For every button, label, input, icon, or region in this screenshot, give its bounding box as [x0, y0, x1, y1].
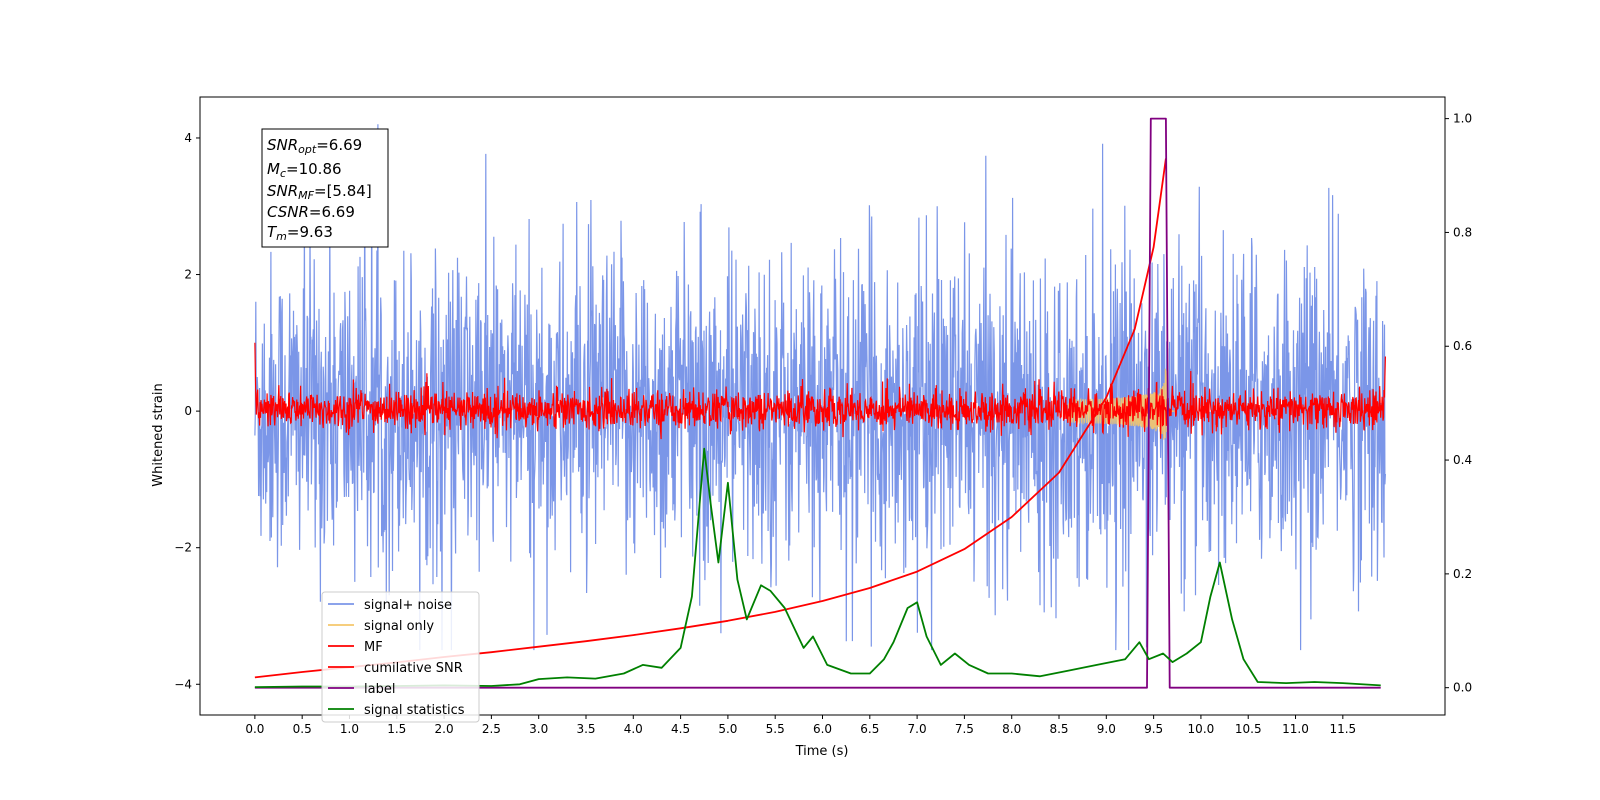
signal-statistics-line	[254, 447, 1381, 688]
x-tick-label: 6.5	[860, 722, 879, 736]
y2-tick-label: 0.6	[1453, 339, 1472, 353]
x-tick-label: 1.0	[340, 722, 359, 736]
mf-line	[254, 342, 1386, 440]
x-tick-label: 11.5	[1329, 722, 1356, 736]
legend-frame	[321, 591, 480, 723]
y-axis-right: 1.0 0.8 0.6 0.4 0.2 0.0	[1445, 112, 1472, 695]
label-line	[254, 117, 1381, 689]
annotation-mc: Mc=10.86	[267, 160, 342, 180]
x-tick-label: 7.0	[908, 722, 927, 736]
y2-tick-label: 0.2	[1453, 567, 1472, 581]
x-tick-label: 5.5	[766, 722, 785, 736]
signal-statistics-series	[254, 447, 1381, 688]
annotation-snr-opt: SNRopt=6.69	[267, 136, 362, 156]
x-tick-label: 11.0	[1282, 722, 1309, 736]
x-tick-label: 6.0	[813, 722, 832, 736]
annotation-snr-mf: SNRMF=[5.84]	[267, 182, 372, 202]
y2-tick-label: 0.8	[1453, 225, 1472, 239]
y-tick-label: −2	[174, 541, 192, 555]
x-tick-label: 0.0	[245, 722, 264, 736]
y-axis-label: Whitened strain	[151, 383, 166, 486]
signal-noise-line	[254, 124, 1386, 651]
x-tick-label: 8.5	[1049, 722, 1068, 736]
x-tick-label: 7.5	[955, 722, 974, 736]
legend-entry: cumilative SNR	[364, 661, 463, 676]
mf-series	[254, 342, 1386, 440]
y-tick-label: 0	[184, 404, 192, 418]
y2-tick-label: 1.0	[1453, 112, 1472, 126]
legend-entry: signal only	[364, 619, 434, 634]
x-tick-label: 9.5	[1144, 722, 1163, 736]
legend-entry: signal statistics	[364, 703, 465, 718]
x-tick-label: 1.5	[387, 722, 406, 736]
label-series	[254, 117, 1381, 689]
y-axis-left: 4 2 0 −2 −4	[174, 131, 200, 691]
y-tick-label: −4	[174, 677, 192, 691]
x-tick-label: 2.0	[435, 722, 454, 736]
x-tick-label: 8.0	[1002, 722, 1021, 736]
annotation-csnr: CSNR=6.69	[267, 203, 355, 221]
legend: signal+ noise signal only MF cumilative SNR…	[321, 591, 480, 723]
x-tick-label: 10.5	[1235, 722, 1262, 736]
x-tick-label: 2.5	[482, 722, 501, 736]
x-tick-label: 4.5	[671, 722, 690, 736]
x-tick-label: 4.0	[624, 722, 643, 736]
signal-noise-series	[254, 124, 1386, 651]
y2-tick-label: 0.0	[1453, 681, 1472, 695]
x-tick-label: 5.0	[718, 722, 737, 736]
x-tick-label: 3.0	[529, 722, 548, 736]
annotation-box-frame	[261, 128, 389, 248]
annotation-tm: Tm=9.63	[267, 223, 333, 243]
y-tick-label: 2	[184, 268, 192, 282]
x-axis-label: Time (s)	[795, 744, 849, 759]
x-tick-label: 0.5	[293, 722, 312, 736]
x-axis: 0.0 0.5 1.0 1.5 2.0 2.5 3.0 3.5 4.0 4.5 5.0 5.5 6.0 6…	[245, 715, 1356, 736]
y2-tick-label: 0.4	[1453, 453, 1472, 467]
legend-entry: MF	[364, 640, 383, 655]
stats-annotation-box: SNRopt=6.69 Mc=10.86 SNRMF=[5.84] CSNR=6…	[261, 128, 389, 248]
x-tick-label: 10.0	[1188, 722, 1215, 736]
y-tick-label: 4	[184, 131, 192, 145]
legend-entry: label	[364, 682, 395, 697]
x-tick-label: 9.0	[1097, 722, 1116, 736]
x-tick-label: 3.5	[576, 722, 595, 736]
legend-entry: signal+ noise	[364, 598, 452, 613]
